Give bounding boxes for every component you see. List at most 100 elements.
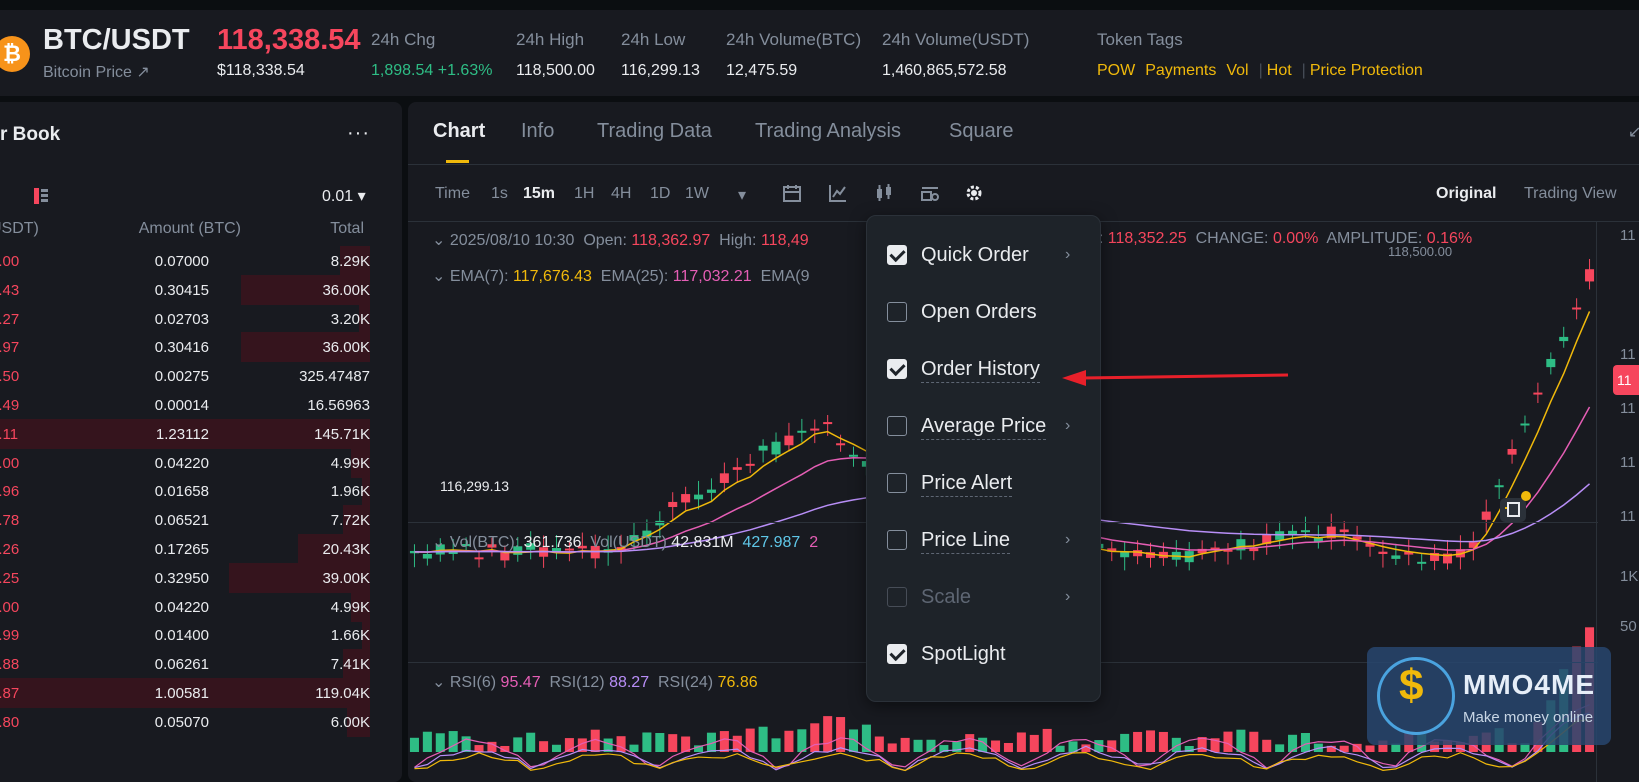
interval-dropdown-icon[interactable]: ▾ (738, 187, 747, 204)
order-book-row[interactable]: 1.99 0.01400 1.66K (0, 620, 370, 651)
candle-body (1223, 549, 1233, 552)
token-tags: Token Tags POW Payments Vol | Hot | Price Prot… (1097, 30, 1433, 80)
order-book-row[interactable]: 4.00 0.04220 4.99K (0, 447, 370, 478)
tab-chart[interactable]: Chart (433, 120, 486, 142)
order-book-row[interactable]: 2.25 0.32950 39.00K (0, 562, 370, 593)
close-value: 118,352.25 (1107, 230, 1187, 247)
order-book-row[interactable]: 4.11 1.23112 145.71K (0, 418, 370, 449)
volume-bar (487, 741, 497, 752)
row-total: 8.29K (330, 253, 370, 270)
candle-type-icon[interactable] (874, 183, 894, 203)
volume-bar (952, 741, 962, 752)
calendar-icon[interactable] (782, 183, 802, 203)
time-label: Time (435, 185, 470, 202)
price-axis[interactable] (1596, 222, 1639, 782)
order-book-row[interactable]: 4.50 0.00275 325.47487 (0, 361, 370, 391)
tag-price-protection[interactable]: Price Protection (1309, 62, 1423, 79)
collapse-icon[interactable]: ↙ (1628, 124, 1639, 141)
order-book-row[interactable]: 0.80 0.05070 6.00K (0, 706, 370, 737)
order-book-row[interactable]: 0.88 0.06261 7.41K (0, 649, 370, 680)
volume-bar (1520, 743, 1530, 752)
order-book-row[interactable]: 2.96 0.01658 1.96K (0, 476, 370, 507)
tag-pow[interactable]: POW (1097, 62, 1136, 79)
tab-trading-data[interactable]: Trading Data (597, 120, 712, 142)
row-amount: 0.00275 (154, 368, 209, 386)
volume-bar (1339, 745, 1349, 752)
order-flag-icon[interactable] (1498, 490, 1532, 524)
row-amount: 0.07000 (154, 253, 209, 270)
precision-select[interactable]: 0.01 ▾ (322, 188, 366, 205)
axis-label: 1K (1620, 568, 1639, 585)
interval-1s[interactable]: 1s (491, 185, 508, 202)
menu-item-order-history[interactable]: Order History (867, 348, 1100, 392)
menu-item-spotlight[interactable]: SpotLight (867, 633, 1100, 677)
tab-square[interactable]: Square (949, 120, 1014, 142)
order-book-row[interactable]: 9.00 0.07000 8.29K (0, 246, 370, 276)
order-book-row[interactable]: 4.49 0.00014 16.56963 (0, 390, 370, 420)
menu-item-quick-order[interactable]: Quick Order › (867, 234, 1100, 278)
checkbox-unchecked[interactable] (887, 416, 907, 436)
volume-bar (706, 732, 716, 752)
checkbox-checked[interactable] (887, 644, 907, 664)
volume-bar (810, 723, 820, 752)
order-book-row[interactable]: 2.00 0.04220 4.99K (0, 591, 370, 622)
tab-trading-analysis[interactable]: Trading Analysis (755, 120, 901, 142)
volume-bar (784, 730, 794, 752)
volume-bar (655, 733, 665, 752)
volume-bar (926, 739, 936, 752)
collapse-chevron-icon[interactable]: ⌄ (432, 534, 446, 551)
collapse-chevron-icon[interactable]: ⌄ (432, 268, 446, 285)
tag-vol[interactable]: Vol (1226, 62, 1249, 79)
candle-body (1468, 542, 1478, 548)
order-book-row[interactable]: 2.78 0.06521 7.72K (0, 505, 370, 536)
checkbox-checked[interactable] (887, 359, 907, 379)
vol-usdt-value: 42.831M (671, 534, 734, 551)
tab-info[interactable]: Info (521, 120, 555, 142)
view-original[interactable]: Original (1436, 185, 1497, 202)
menu-item-average-price[interactable]: Average Price › (867, 405, 1100, 449)
candle-body (513, 546, 523, 555)
interval-4h[interactable]: 4H (611, 185, 632, 202)
interval-15m[interactable]: 15m (523, 185, 556, 202)
indicators-icon[interactable] (828, 183, 848, 203)
candle-body (1378, 551, 1388, 554)
tag-hot[interactable]: Hot (1266, 62, 1292, 79)
depth-bar (359, 303, 370, 334)
checkbox-unchecked[interactable] (887, 302, 907, 322)
checkbox-unchecked[interactable] (887, 473, 907, 493)
interval-1h[interactable]: 1H (574, 185, 595, 202)
tag-separator: | (1301, 62, 1306, 79)
depth-bar (351, 591, 370, 622)
candle-body (706, 489, 716, 493)
chart-display-icon[interactable] (920, 183, 940, 203)
menu-item-price-line[interactable]: Price Line › (867, 519, 1100, 563)
interval-1d[interactable]: 1D (650, 185, 671, 202)
bitcoin-price-link[interactable]: Bitcoin Price ↗ (43, 64, 150, 81)
candle-body (1326, 526, 1336, 539)
rsi12-label: RSI(12) (549, 674, 605, 691)
menu-item-open-orders[interactable]: Open Orders (867, 291, 1100, 335)
volume-bar (1326, 745, 1336, 752)
order-book-row[interactable]: 7.43 0.30415 36.00K (0, 274, 370, 305)
more-icon[interactable]: ··· (347, 122, 370, 144)
row-total: 39.00K (322, 569, 370, 587)
interval-1w[interactable]: 1W (685, 185, 709, 202)
col-amount: Amount (BTC) (138, 220, 241, 237)
checkbox-unchecked[interactable] (887, 530, 907, 550)
order-book-row[interactable]: 7.27 0.02703 3.20K (0, 303, 370, 334)
tag-payments[interactable]: Payments (1145, 62, 1217, 79)
volume-bar (797, 729, 807, 752)
stat-label: 24h High (516, 30, 585, 49)
order-book-row[interactable]: 2.26 0.17265 20.43K (0, 534, 370, 564)
order-book-row[interactable]: 4.97 0.30416 36.00K (0, 332, 370, 363)
book-asks-icon[interactable] (34, 188, 48, 204)
menu-item-price-alert[interactable]: Price Alert (867, 462, 1100, 506)
order-book-row[interactable]: 0.87 1.00581 119.04K (0, 678, 370, 708)
view-trading-view[interactable]: Trading View (1524, 185, 1617, 202)
checkbox-checked[interactable] (887, 245, 907, 265)
chart-tabs: Chart Info Trading Data Trading Analysis… (408, 102, 1639, 165)
settings-icon[interactable] (964, 183, 984, 203)
book-both-icon[interactable] (0, 188, 6, 204)
collapse-chevron-icon[interactable]: ⌄ (432, 232, 446, 249)
collapse-chevron-icon[interactable]: ⌄ (432, 674, 446, 691)
